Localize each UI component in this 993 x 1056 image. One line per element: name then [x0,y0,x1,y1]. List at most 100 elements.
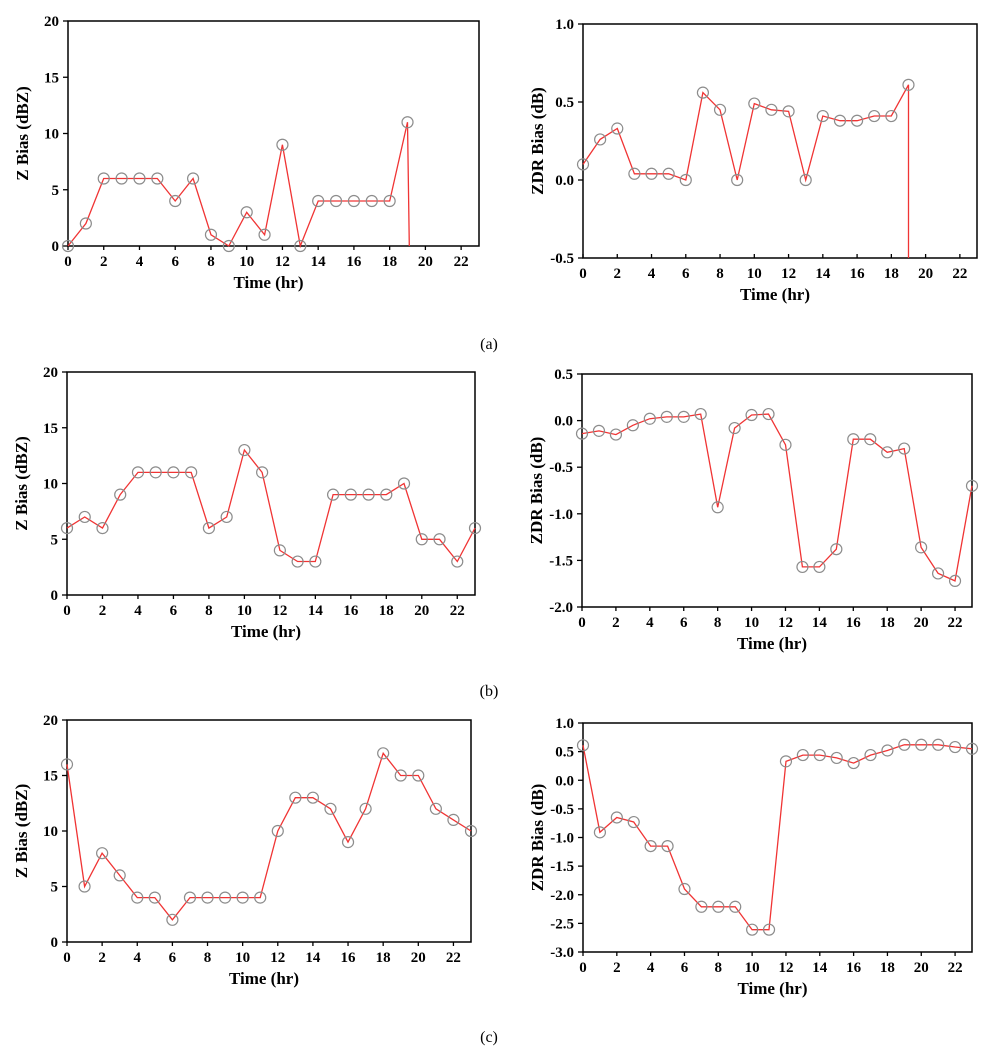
data-point-marker [377,747,390,760]
y-tick-label: 15 [43,769,58,785]
data-point-marker [713,103,727,116]
y-tick-label: -2.5 [550,916,574,932]
x-tick-label: 10 [744,615,759,631]
x-axis-title: Time (hr) [740,285,810,304]
y-tick-label: -2.0 [549,600,573,616]
data-point-marker [218,891,232,904]
x-tick-label: 2 [613,960,621,976]
y-axis-title: Z Bias (dBZ) [13,86,32,180]
data-point-marker [78,510,91,524]
x-tick-label: 14 [815,266,831,282]
x-tick-label: 22 [446,950,461,966]
data-point-marker [204,228,218,241]
x-tick-label: 16 [850,266,866,282]
data-point-marker [593,826,607,839]
data-point-marker [898,442,911,455]
x-tick-label: 0 [578,615,586,631]
data-point-marker [813,748,826,762]
x-tick-label: 8 [205,603,213,619]
x-tick-label: 16 [346,254,362,270]
x-axis-title: Time (hr) [229,969,299,988]
caption-c: (c) [480,1029,498,1046]
data-point-marker [796,560,809,574]
data-point-marker [931,567,945,580]
caption-b: (b) [480,683,499,700]
data-point-marker [201,891,214,904]
data-point-marker [258,228,271,241]
data-point-marker [365,194,378,208]
data-point-marker [60,758,74,771]
data-point-marker [347,194,361,208]
data-point-marker [240,206,253,219]
x-tick-label: 4 [136,254,144,270]
data-point-marker [78,880,91,893]
y-tick-label: -1.5 [550,859,574,875]
y-tick-label: -3.0 [550,945,574,961]
data-point-marker [151,172,164,185]
x-tick-label: 14 [812,960,828,976]
data-point-marker [447,813,460,827]
y-tick-label: 20 [43,713,58,729]
x-tick-label: 20 [418,254,433,270]
x-tick-label: 18 [376,950,391,966]
x-tick-label: 22 [450,603,465,619]
data-point-marker [799,173,812,187]
data-point-marker [898,738,911,751]
data-point-marker [833,114,847,127]
y-tick-label: 10 [43,477,58,493]
data-point-marker [309,555,322,568]
y-tick-label: 10 [43,824,58,840]
y-tick-label: -0.5 [550,802,574,818]
data-point-marker [627,815,640,829]
data-point-marker [133,172,146,185]
data-point-marker [576,158,590,171]
data-point-marker [813,560,826,574]
data-point-marker [114,488,127,501]
data-point-marker [948,574,962,588]
data-point-marker [324,802,337,815]
y-tick-label: 0 [51,935,59,951]
series-line [582,84,910,258]
x-tick-label: 8 [207,254,215,270]
data-point-marker [464,824,478,838]
data-point-marker [592,424,606,437]
data-point-marker [183,891,197,904]
x-axis-title: Time (hr) [233,273,303,292]
y-tick-label: 20 [43,365,58,381]
data-point-marker [644,839,657,853]
x-tick-label: 6 [169,950,177,966]
data-point-marker [765,103,778,116]
y-tick-label: 5 [51,880,59,896]
chart-c-zdr: 0 2 4 6 8 10 12 14 16 18 20 22 -3.0 -2.5 -2.0 -1.5 -1.0 -… [528,716,979,998]
data-point-marker [679,173,692,187]
data-point-marker [276,138,289,151]
data-point-marker [294,239,307,253]
x-tick-label: 0 [579,266,587,282]
data-point-marker [397,477,411,490]
data-point-marker [830,543,843,556]
x-tick-label: 8 [204,950,212,966]
data-point-marker [782,105,795,118]
x-tick-label: 6 [171,254,179,270]
x-tick-label: 16 [341,950,357,966]
data-point-marker [881,446,894,459]
x-tick-label: 2 [98,950,106,966]
x-tick-label: 12 [275,254,290,270]
data-point-marker [729,900,742,913]
data-point-marker [383,194,396,208]
data-point-marker [97,172,110,185]
data-point-marker [594,133,607,146]
x-tick-label: 0 [64,254,72,270]
data-point-marker [816,109,829,123]
y-tick-label: 0.0 [555,773,574,789]
data-point-marker [847,756,860,770]
x-tick-label: 12 [272,603,287,619]
x-tick-label: 10 [745,960,760,976]
x-tick-label: 4 [648,266,656,282]
data-point-marker [731,173,744,187]
x-tick-label: 22 [948,615,963,631]
chart-a-z: 0 2 4 6 8 10 12 14 16 18 20 22 0 5 10 15 20 Time (hr) Z Bi… [13,14,480,292]
y-tick-label: 20 [44,14,59,30]
x-tick-label: 0 [579,960,587,976]
data-point-marker [271,824,284,838]
